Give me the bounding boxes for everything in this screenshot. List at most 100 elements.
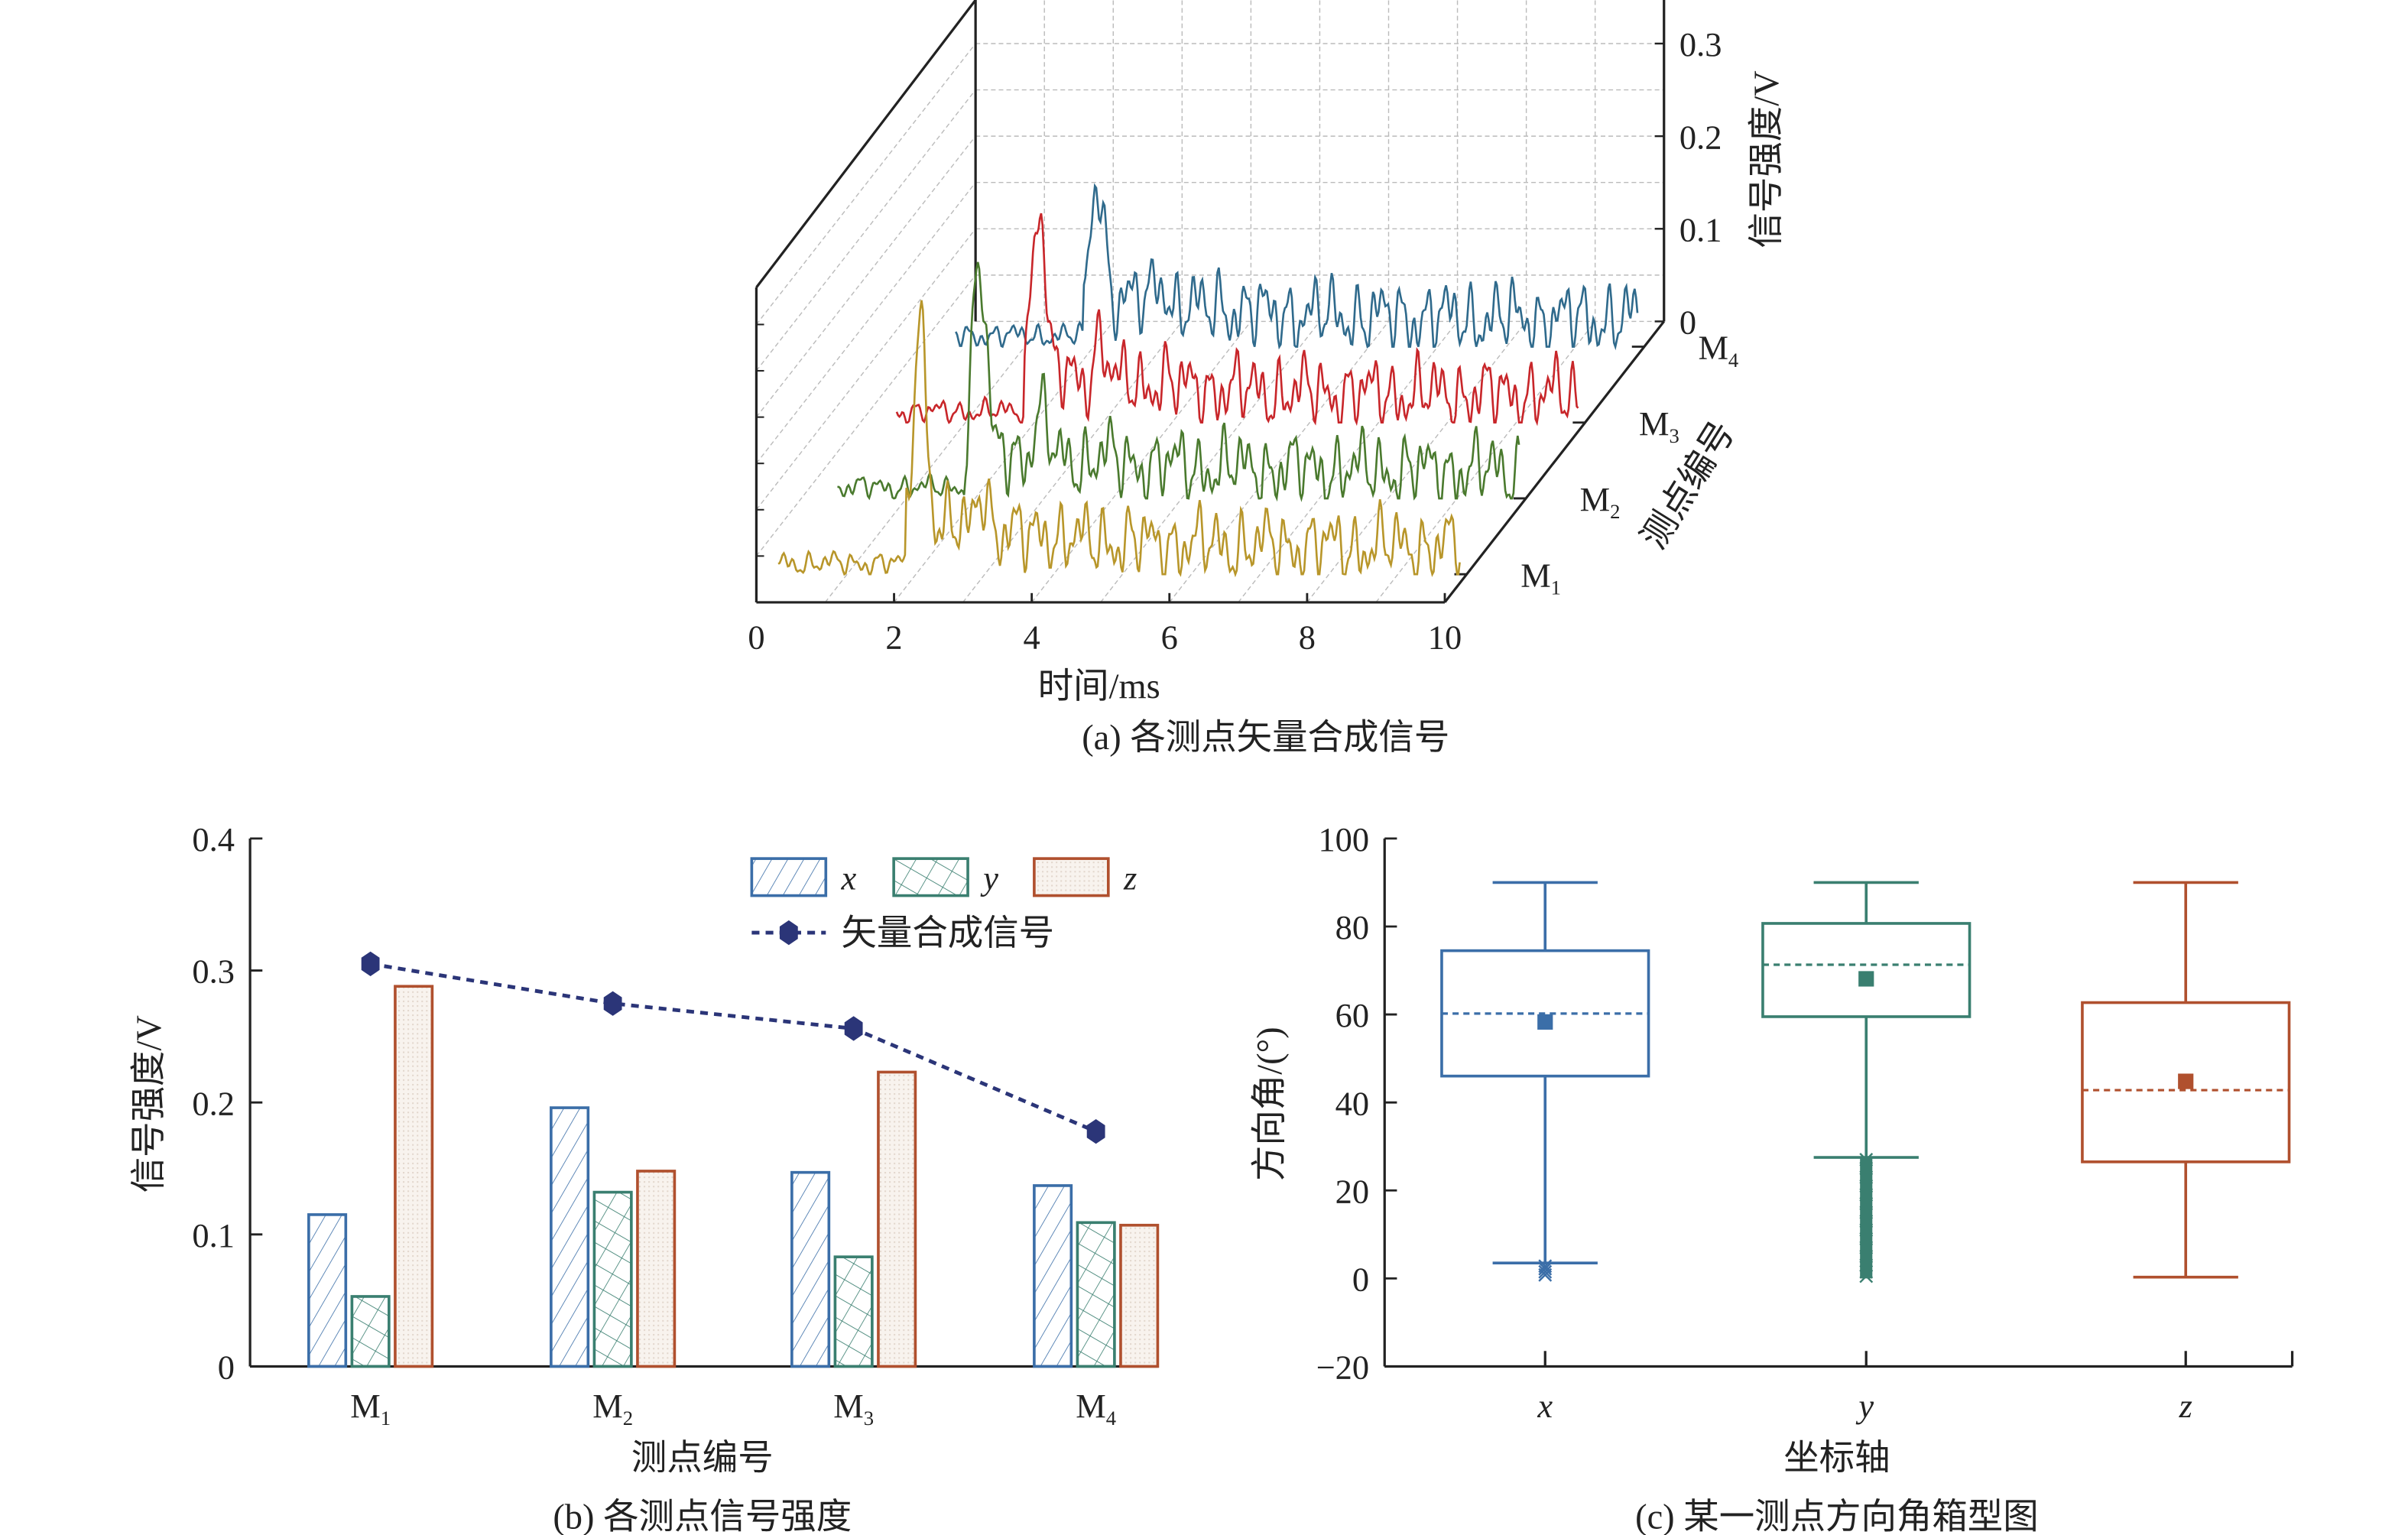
outlier-y xyxy=(1859,1264,1874,1279)
vector-point xyxy=(603,991,622,1016)
bar-y-4 xyxy=(1076,1221,1116,1368)
legend-swatch-y xyxy=(892,857,969,897)
outlier-x xyxy=(1538,1261,1553,1276)
trace-M1 xyxy=(777,300,1461,578)
a-xlabel: 时间/ms xyxy=(1038,667,1160,706)
depth-axis xyxy=(1443,320,1666,603)
c-ylabel: 方向角/(°) xyxy=(1251,1027,1290,1181)
y-tick-label: 0 xyxy=(218,1348,235,1387)
z-tick-label: 0.3 xyxy=(1679,25,1722,63)
box-chart: −20 0 20 40 60 80 100 x y z xyxy=(1316,820,2294,1425)
mean-z xyxy=(2178,1073,2194,1089)
depth-tick-label: M4 xyxy=(1698,329,1738,372)
floor-grid xyxy=(1238,321,1459,603)
vector-point xyxy=(1086,1118,1105,1144)
left-grid xyxy=(755,274,976,557)
box-z xyxy=(2081,1001,2291,1163)
outlier-x xyxy=(1538,1264,1553,1279)
b-xlabel: 测点编号 xyxy=(631,1439,774,1478)
y-tick-label: 80 xyxy=(1335,908,1369,946)
left-grid xyxy=(755,182,976,464)
legend: x y z 矢量合成信号 xyxy=(750,857,1137,953)
bar-x-1 xyxy=(307,1213,348,1368)
y-tick-label: 0.1 xyxy=(192,1216,235,1254)
x-tick-label: M1 xyxy=(350,1387,391,1430)
vector-line xyxy=(370,962,1097,1134)
top-left-edge xyxy=(755,0,977,288)
floor-grid xyxy=(962,321,1183,603)
outlier-x xyxy=(1538,1259,1553,1274)
y-tick-label: 0.3 xyxy=(192,952,235,991)
left-grid xyxy=(755,43,976,325)
floor-grid xyxy=(893,321,1114,603)
y-tick-label: 0.2 xyxy=(192,1084,235,1122)
legend-label-x: x xyxy=(840,859,856,897)
x-tick-label: 8 xyxy=(1299,618,1316,657)
vector-point xyxy=(361,951,380,976)
bar-y-3 xyxy=(833,1255,874,1368)
outlier-y xyxy=(1859,1269,1874,1283)
x-tick-label: x xyxy=(1537,1387,1553,1425)
b-ylabel: 信号强度/V xyxy=(130,1015,169,1193)
bar-z-1 xyxy=(394,985,434,1368)
y-tick-label: 40 xyxy=(1335,1084,1369,1122)
x-tick-label: 0 xyxy=(748,618,764,657)
left-grid xyxy=(755,135,976,418)
x-tick-label: M2 xyxy=(592,1387,633,1430)
y-tick-label: 60 xyxy=(1335,996,1369,1034)
bar-chart: 0 0.1 0.2 0.3 0.4 M1 M2 M3 M4 x y z 矢量合成信号 xyxy=(192,820,1160,1430)
c-xlabel: 坐标轴 xyxy=(1783,1439,1890,1478)
a-caption: (a) 各测点矢量合成信号 xyxy=(1082,719,1449,758)
x-tick-label: 4 xyxy=(1024,618,1040,657)
bar-z-4 xyxy=(1119,1223,1160,1368)
bar-x-4 xyxy=(1033,1184,1073,1368)
c-caption: (c) 某一测点方向角箱型图 xyxy=(1635,1498,2039,1535)
depth-tick-label: M1 xyxy=(1520,556,1561,599)
legend-label-vector: 矢量合成信号 xyxy=(841,914,1054,953)
bar-x-2 xyxy=(550,1106,590,1368)
x-tick-label: 6 xyxy=(1161,618,1178,657)
legend-label-z: z xyxy=(1123,859,1137,897)
floor-grid xyxy=(824,321,1045,603)
vector-point xyxy=(844,1016,863,1041)
x-tick-label: z xyxy=(2179,1387,2192,1425)
y-tick-label: 20 xyxy=(1335,1172,1369,1210)
floor-grid xyxy=(1031,321,1251,603)
legend-marker xyxy=(779,920,798,946)
legend-swatch-x xyxy=(750,857,828,897)
outlier-cluster-y xyxy=(1860,1157,1873,1279)
bar-y-1 xyxy=(350,1295,391,1368)
mean-y xyxy=(1858,971,1874,987)
b-caption: (b) 各测点信号强度 xyxy=(553,1498,852,1535)
x-tick-label: y xyxy=(1855,1387,1874,1425)
bar-z-3 xyxy=(877,1070,917,1368)
trace-M4 xyxy=(955,183,1639,351)
z-tick-label: 0.2 xyxy=(1679,118,1722,156)
legend-swatch-z xyxy=(1033,857,1110,897)
legend-label-y: y xyxy=(980,859,998,897)
bar-z-2 xyxy=(636,1170,677,1368)
left-grid xyxy=(755,89,976,372)
a-zlabel: 信号强度/V xyxy=(1748,70,1787,248)
box-y xyxy=(1761,922,1972,1018)
depth-tick-label: M3 xyxy=(1639,404,1679,447)
y-tick-label: 100 xyxy=(1318,820,1369,858)
waterfall-chart: 0 2 4 6 8 10 0 0.1 0.2 0.3 M1 M2 M3 M4 xyxy=(748,0,1738,657)
depth-tick-label: M2 xyxy=(1580,480,1621,523)
x-tick-label: 10 xyxy=(1428,618,1462,657)
x-tick-label: M4 xyxy=(1076,1387,1116,1430)
x-tick-label: 2 xyxy=(885,618,902,657)
y-tick-label: 0.4 xyxy=(192,820,235,858)
x-tick-label: M3 xyxy=(833,1387,874,1430)
floor-grid xyxy=(1169,321,1390,603)
z-tick-label: 0 xyxy=(1679,303,1696,342)
bar-y-2 xyxy=(592,1190,633,1368)
y-tick-label: 0 xyxy=(1352,1261,1369,1299)
mean-x xyxy=(1537,1014,1553,1030)
z-tick-label: 0.1 xyxy=(1679,210,1722,248)
trace-M3 xyxy=(895,213,1579,427)
outlier-y xyxy=(1859,1153,1874,1167)
trace-M2 xyxy=(837,261,1520,502)
bar-x-3 xyxy=(790,1170,831,1368)
